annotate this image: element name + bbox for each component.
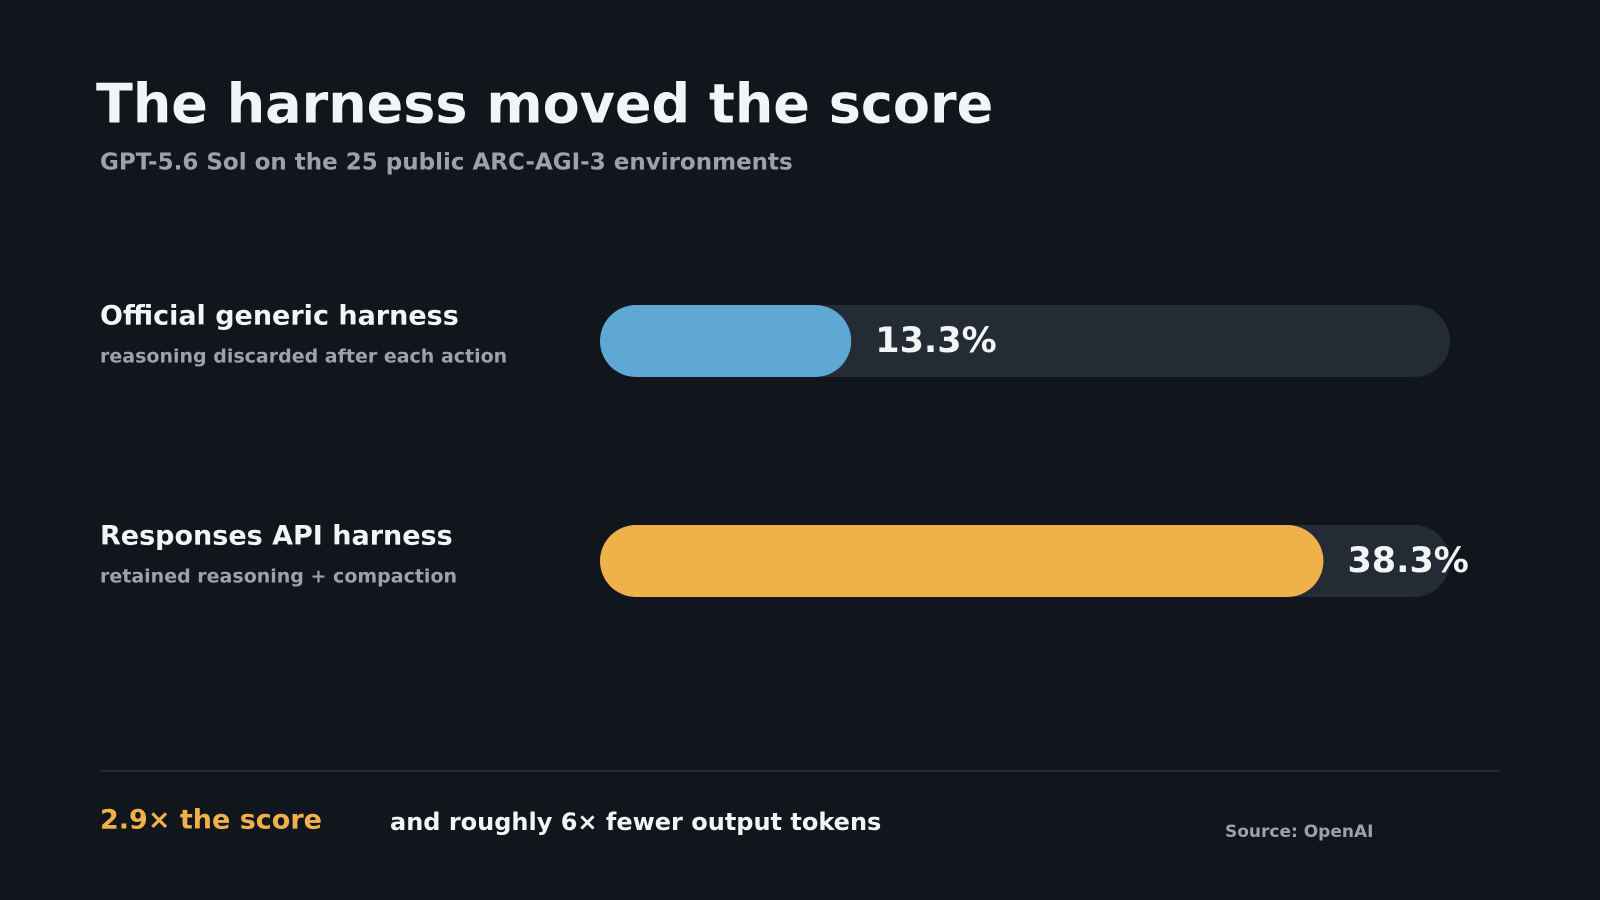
source: Source: OpenAI <box>1225 822 1373 842</box>
footer-note: and roughly 6× fewer output tokens <box>390 808 881 836</box>
bar <box>600 305 852 377</box>
bar <box>600 525 1324 597</box>
highlight-note: 2.9× the score <box>100 805 322 836</box>
category-note: retained reasoning + compaction <box>100 566 457 588</box>
category-note: reasoning discarded after each action <box>100 346 507 368</box>
value-label: 13.3% <box>875 321 996 361</box>
chart-title: The harness moved the score <box>96 73 993 136</box>
category-label: Official generic harness <box>100 301 459 332</box>
chart-subtitle: GPT-5.6 Sol on the 25 public ARC-AGI-3 e… <box>100 150 793 176</box>
category-label: Responses API harness <box>100 521 453 552</box>
value-label: 38.3% <box>1347 541 1468 581</box>
